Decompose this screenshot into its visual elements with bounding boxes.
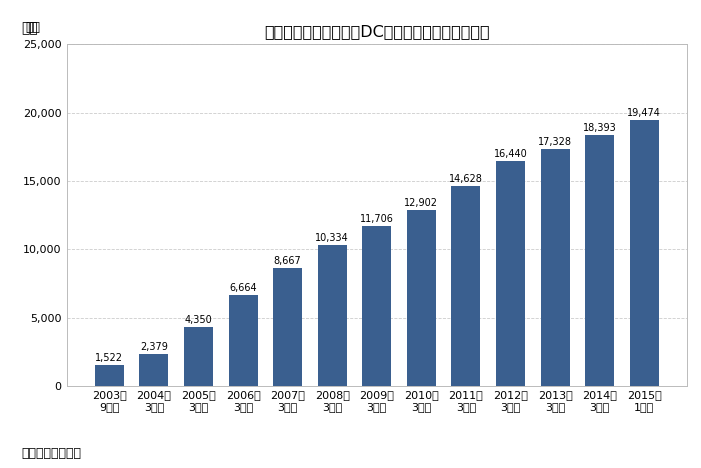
Bar <box>540 149 570 386</box>
Text: 4,350: 4,350 <box>184 314 212 325</box>
Bar <box>451 186 480 386</box>
Bar <box>229 295 257 386</box>
Text: 18,393: 18,393 <box>583 123 617 133</box>
Bar <box>95 366 124 386</box>
Text: 17,328: 17,328 <box>538 137 572 147</box>
Bar <box>318 245 347 386</box>
Bar <box>496 161 525 386</box>
Text: 14,628: 14,628 <box>449 174 483 184</box>
Text: 6,664: 6,664 <box>229 283 257 293</box>
Text: 10,334: 10,334 <box>315 233 349 243</box>
Bar <box>629 120 659 386</box>
Text: 12,902: 12,902 <box>404 198 438 208</box>
Text: 19,474: 19,474 <box>627 108 661 118</box>
Text: 1,522: 1,522 <box>95 353 123 363</box>
Bar <box>407 210 436 386</box>
Title: 確定拠出年金（企業型DC）の実施事業主数の推移: 確定拠出年金（企業型DC）の実施事業主数の推移 <box>264 24 489 39</box>
Bar <box>139 354 168 386</box>
Bar <box>184 327 213 386</box>
Text: 11,706: 11,706 <box>360 214 394 224</box>
Text: 16,440: 16,440 <box>494 149 527 160</box>
Bar <box>362 226 391 386</box>
Text: 8,667: 8,667 <box>274 256 301 266</box>
Bar <box>273 268 302 386</box>
Bar <box>585 135 614 386</box>
Text: 出所：厚生労働省: 出所：厚生労働省 <box>21 447 81 460</box>
Text: 図１: 図１ <box>21 21 38 35</box>
Text: 2,379: 2,379 <box>140 342 168 351</box>
Y-axis label: 件数: 件数 <box>25 21 40 34</box>
